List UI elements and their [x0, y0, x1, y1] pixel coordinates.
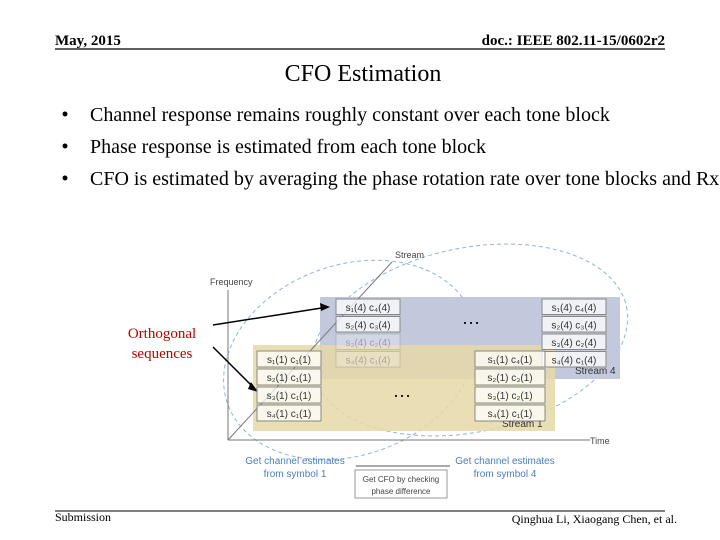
cell	[335, 351, 401, 368]
arrowhead	[248, 382, 258, 392]
stream-label: Stream 1	[502, 419, 543, 430]
cell	[541, 333, 607, 350]
axis-label: Stream	[395, 250, 424, 260]
cell-label: s₄(4) c₁(4)	[346, 355, 391, 366]
arrow	[212, 306, 329, 326]
cell	[541, 298, 607, 315]
cell-label: s₃(4) c₂(4)	[345, 338, 390, 349]
axis-label: Frequency	[210, 277, 253, 287]
cell-label: s₁(1) c₁(1)	[267, 355, 311, 366]
bullet: Phase response is estimated from each to…	[90, 136, 486, 158]
caption-left: from symbol 1	[264, 469, 327, 480]
cell-label: s₄(4) c₁(4)	[552, 355, 597, 366]
annotation: sequences	[132, 346, 193, 362]
header-doc: doc.: IEEE 802.11-15/0602r2	[482, 33, 665, 49]
arrow	[212, 346, 257, 391]
cell-label: s₃(1) c₁(1)	[267, 391, 312, 402]
cell-label: s₁(4) c₄(4)	[346, 303, 391, 314]
bullet: CFO is estimated by averaging the phase …	[90, 168, 720, 190]
cell	[256, 386, 322, 404]
caption-box	[354, 469, 448, 499]
cell-label: s₄(1) c₁(1)	[488, 409, 533, 420]
caption-center: phase difference	[371, 487, 431, 496]
caption-right: Get channel estimates	[455, 456, 555, 467]
cell	[474, 386, 546, 404]
header-date: May, 2015	[55, 33, 121, 49]
footer-left: Submission	[55, 510, 111, 524]
slide-title: CFO Estimation	[285, 61, 442, 87]
cell-label: s₂(1) c₃(1)	[487, 373, 532, 384]
cell	[474, 404, 546, 422]
cell	[256, 404, 322, 422]
cell	[256, 350, 322, 368]
cell-label: s₄(1) c₁(1)	[267, 409, 312, 420]
cell-label: s₁(1) c₄(1)	[488, 355, 533, 366]
ellipsis: …	[462, 308, 480, 328]
cell-label: s₃(4) c₂(4)	[551, 338, 596, 349]
cell-label: s₂(4) c₃(4)	[551, 320, 596, 331]
axis-label: Time	[590, 436, 610, 446]
arrowhead	[320, 303, 330, 311]
caption-center: Get CFO by checking	[363, 475, 439, 484]
cell	[474, 350, 546, 368]
cell-label: s₁(4) c₄(4)	[552, 303, 597, 314]
cell-label: s₃(1) c₂(1)	[487, 391, 532, 402]
cell	[335, 298, 401, 315]
caption-right: from symbol 4	[474, 469, 537, 480]
cell	[256, 368, 322, 386]
caption-left: Get channel estimates	[245, 456, 345, 467]
cell-label: s₂(4) c₃(4)	[345, 320, 390, 331]
footer-right: Qinghua Li, Xiaogang Chen, et al.	[512, 512, 677, 526]
cell	[335, 333, 401, 350]
ellipsis: …	[393, 381, 411, 401]
bullet: Channel response remains roughly constan…	[90, 104, 610, 126]
annotation: Orthogonal	[128, 326, 196, 342]
cell	[474, 368, 546, 386]
stream-label: Stream 4	[575, 366, 616, 377]
cell-label: s₂(1) c₁(1)	[267, 373, 311, 384]
cell	[335, 316, 401, 333]
cell	[541, 316, 607, 333]
bullet-dots	[62, 111, 68, 181]
